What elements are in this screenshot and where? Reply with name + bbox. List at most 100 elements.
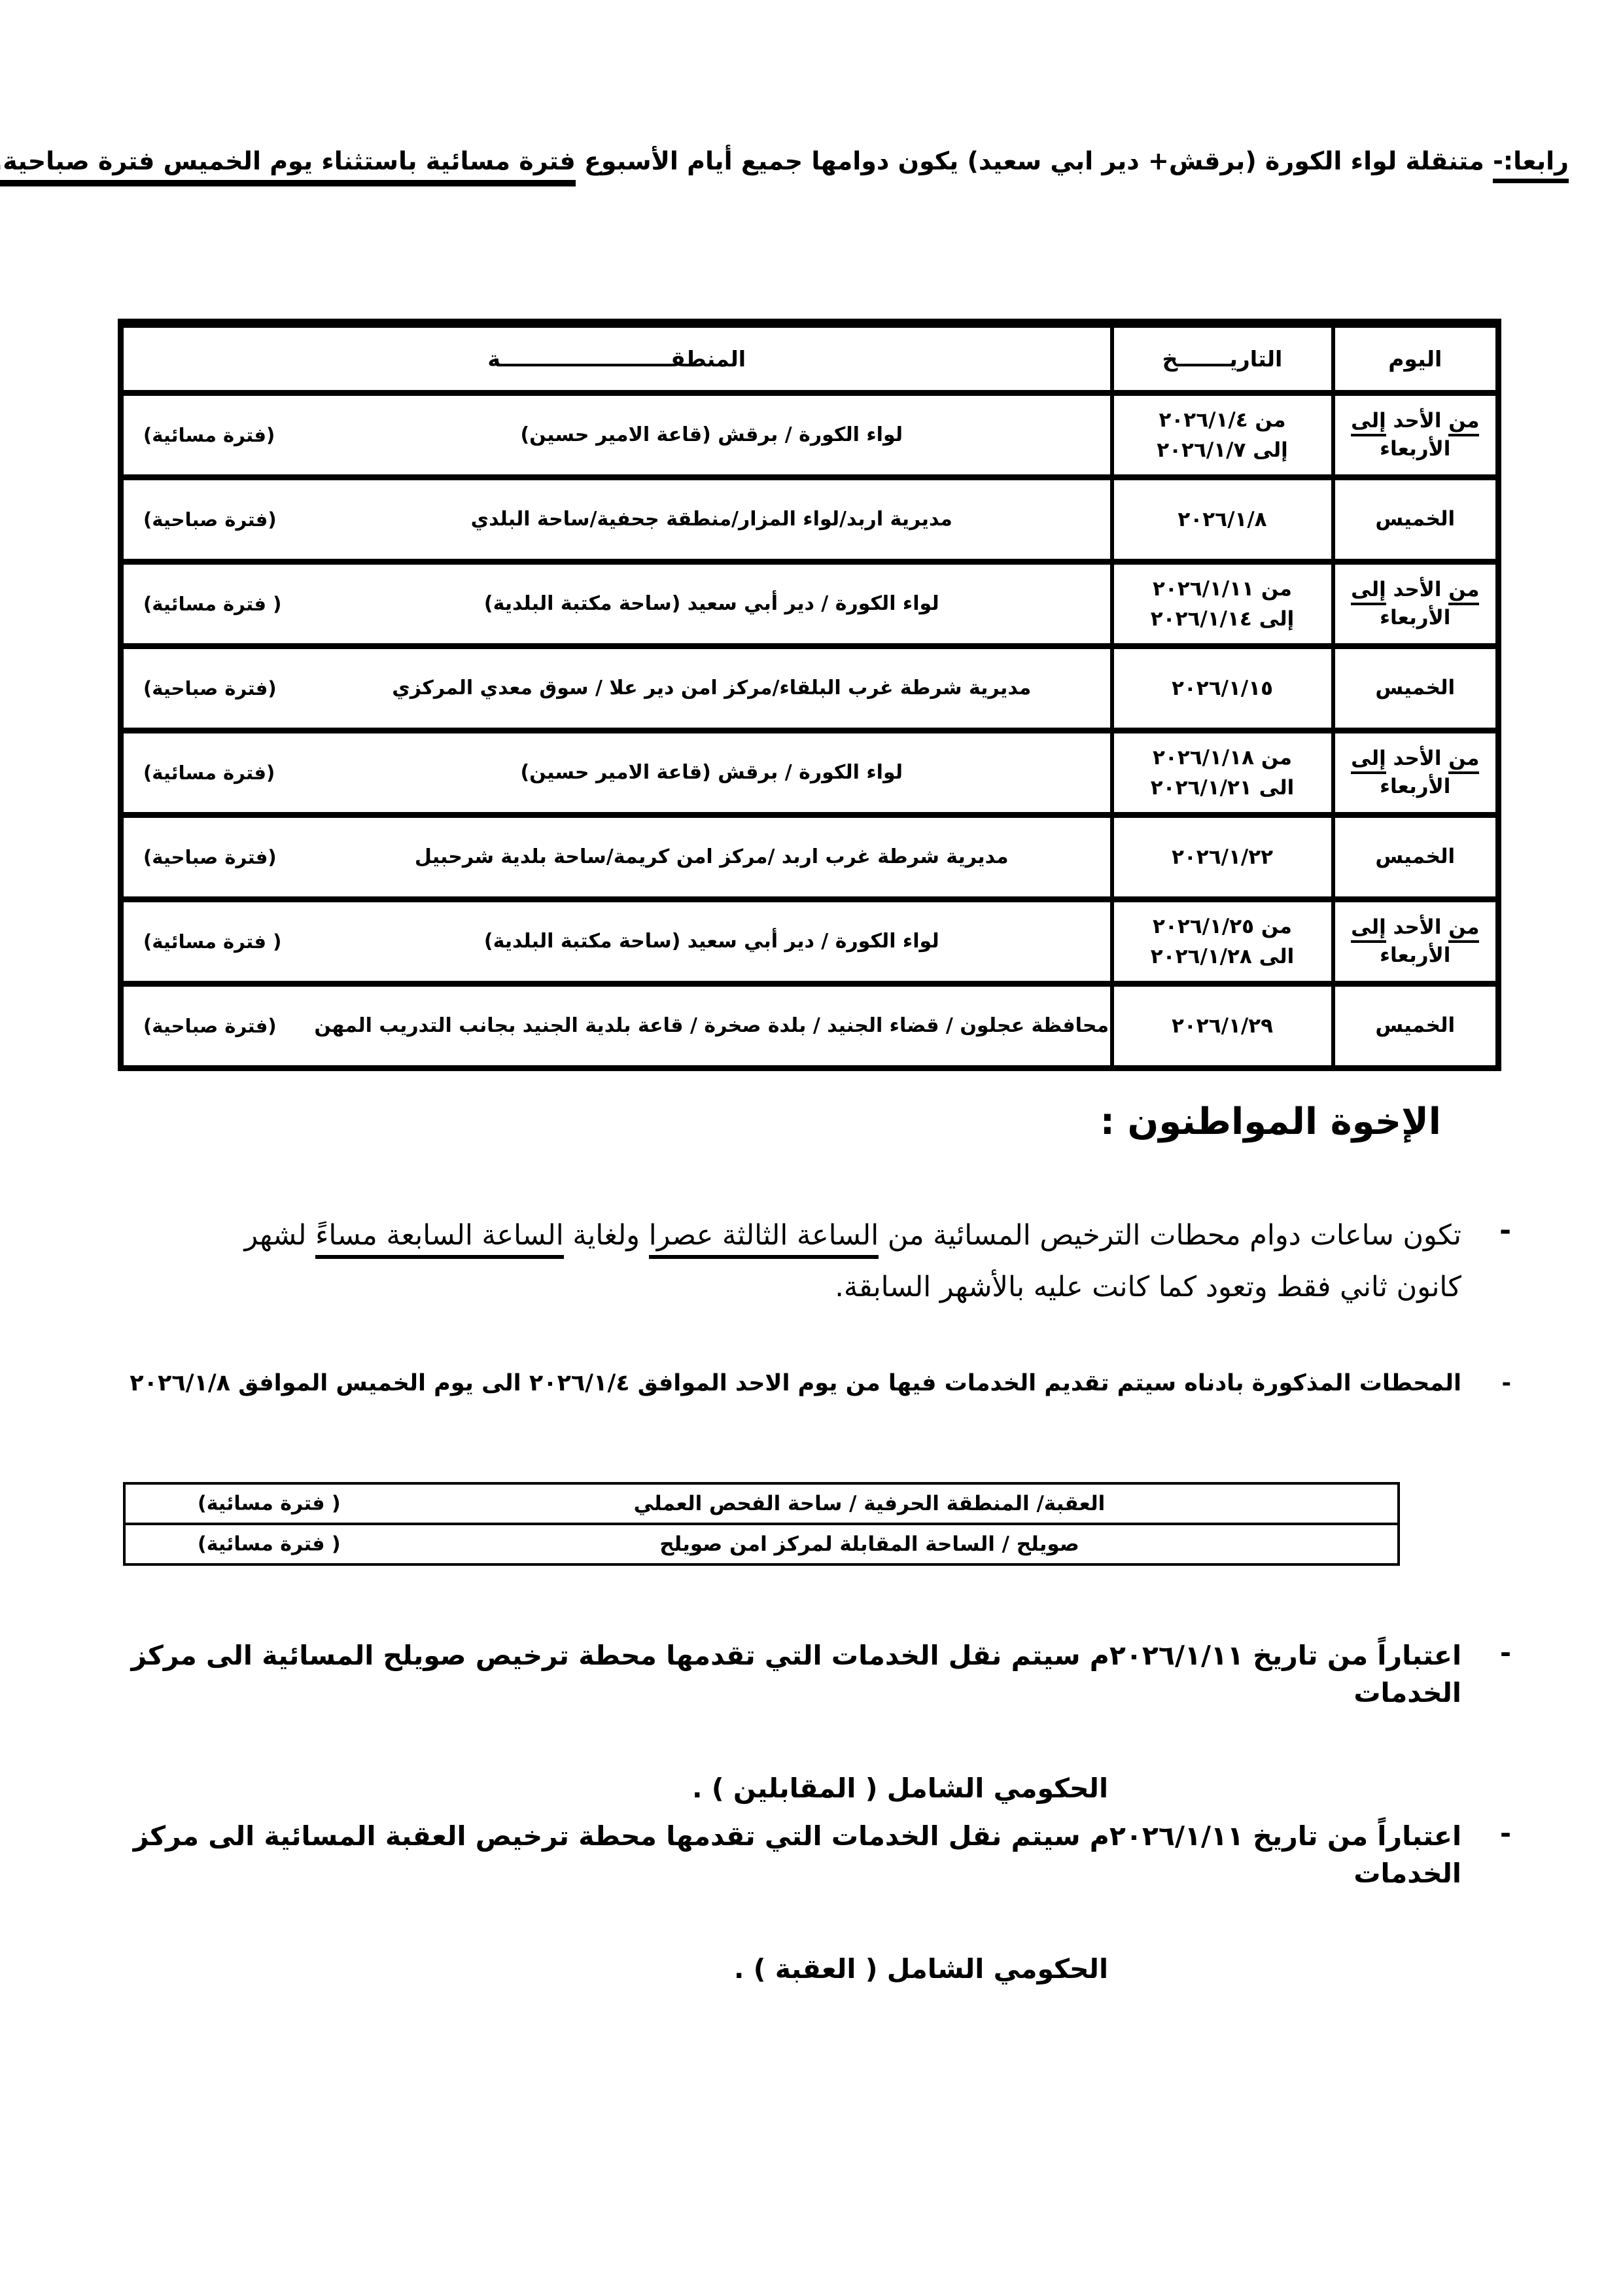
area-text: محافظة عجلون / قضاء الجنيد / بلدة صخرة /… bbox=[314, 1014, 1109, 1038]
heading-body: متنقلة لواء الكورة (برقش+ دير ابي سعيد) … bbox=[575, 147, 1493, 175]
area-cell: مديرية شرطة غرب اربد /مركز امن كريمة/ساح… bbox=[118, 812, 1114, 902]
area-text: لواء الكورة / برقش (قاعة الامير حسين) bbox=[520, 423, 903, 447]
day-to-word: إلى bbox=[1351, 408, 1386, 436]
period-label: ( فترة مسائية) bbox=[143, 593, 282, 615]
date-to: إلى ٢٠٢٦/١/٧ bbox=[1157, 438, 1288, 462]
day-from: الأحد bbox=[1393, 577, 1442, 601]
date-from: من ٢٠٢٦/١/٤ bbox=[1159, 408, 1286, 432]
day-from: الأحد bbox=[1393, 915, 1442, 939]
day-from: الأحد bbox=[1393, 746, 1442, 770]
bullet-text: تكون ساعات دوام محطات الترخيص المسائية م… bbox=[879, 1219, 1461, 1252]
dash-marker: - bbox=[1501, 1370, 1511, 1396]
header-day: اليوم bbox=[1331, 320, 1501, 396]
period-label: (فترة صباحية) bbox=[143, 1015, 277, 1037]
date-cell: ٢٠٢٦/١/٨ bbox=[1109, 474, 1335, 565]
citizens-heading: الإخوة المواطنون : bbox=[1100, 1101, 1441, 1143]
date-cell: ٢٠٢٦/١/٢٩ bbox=[1109, 981, 1335, 1071]
day-cell: الخميس bbox=[1331, 474, 1501, 565]
period-label: (فترة مسائية) bbox=[143, 762, 275, 784]
area-cell: لواء الكورة / برقش (قاعة الامير حسين) (ف… bbox=[118, 390, 1114, 480]
underlined-time-start: الساعة الثالثة عصرا bbox=[648, 1219, 879, 1259]
bullet-line: اعتباراً من تاريخ ٢٠٢٦/١/١١م سيتم نقل ال… bbox=[131, 1640, 1462, 1709]
day-cell: من الأحد إلى الأربعاء bbox=[1331, 728, 1501, 818]
day-to-word: إلى bbox=[1351, 577, 1386, 605]
table-row: الخميس ٢٠٢٦/١/١٥ مديرية شرطة غرب البلقاء… bbox=[118, 643, 1501, 733]
table-row: العقبة/ المنطقة الحرفية / ساحة الفحص الع… bbox=[123, 1482, 1400, 1525]
area-cell: لواء الكورة / برقش (قاعة الامير حسين) (ف… bbox=[118, 728, 1114, 818]
notice-cell: العقبة/ المنطقة الحرفية / ساحة الفحص الع… bbox=[123, 1482, 1400, 1525]
day-cell: الخميس bbox=[1331, 812, 1501, 902]
day-to-word: إلى bbox=[1351, 915, 1386, 943]
bullet-line: المحطات المذكورة بادناه سيتم تقديم الخدم… bbox=[130, 1370, 1461, 1396]
period-label: ( فترة مسائية) bbox=[198, 1532, 341, 1556]
area-cell: مديرية اربد/لواء المزار/منطقة جحفية/ساحة… bbox=[118, 474, 1114, 565]
date-from: من ٢٠٢٦/١/١١ bbox=[1153, 576, 1292, 601]
area-text: لواء الكورة / برقش (قاعة الامير حسين) bbox=[520, 761, 903, 785]
day-cell: الخميس bbox=[1331, 643, 1501, 733]
day-cell: الخميس bbox=[1331, 981, 1501, 1071]
area-text: لواء الكورة / دير أبي سعيد (ساحة مكتبة ا… bbox=[483, 592, 939, 616]
date-from: من ٢٠٢٦/١/٢٥ bbox=[1153, 914, 1292, 938]
day-cell: من الأحد إلى الأربعاء bbox=[1331, 390, 1501, 480]
day-to: الأربعاء bbox=[1380, 606, 1451, 629]
period-label: (فترة صباحية) bbox=[143, 846, 277, 868]
dash-marker: - bbox=[1499, 1818, 1511, 1849]
table-row: الخميس ٢٠٢٦/١/٨ مديرية اربد/لواء المزار/… bbox=[118, 474, 1501, 565]
bullet-text: ولغاية bbox=[563, 1219, 649, 1252]
heading-label: رابعا:- bbox=[1493, 147, 1569, 183]
area-text: مديرية اربد/لواء المزار/منطقة جحفية/ساحة… bbox=[470, 508, 952, 531]
area-text: مديرية شرطة غرب البلقاء/مركز امن دير علا… bbox=[392, 677, 1032, 700]
schedule-table: اليوم التاريـــــــخ المنطقـــــــــــــ… bbox=[118, 319, 1501, 1071]
period-label: ( فترة مسائية) bbox=[143, 930, 282, 953]
date-cell: من ٢٠٢٦/١/٢٥ الى ٢٠٢٦/١/٢٨ bbox=[1109, 896, 1335, 987]
bullet-line: الحكومي الشامل ( العقبة ) . bbox=[733, 1952, 1108, 1985]
day-from-word: من bbox=[1448, 746, 1480, 774]
area-text: مديرية شرطة غرب اربد /مركز امن كريمة/ساح… bbox=[414, 845, 1009, 869]
day-cell: من الأحد إلى الأربعاء bbox=[1331, 559, 1501, 649]
table-row: الخميس ٢٠٢٦/١/٢٩ محافظة عجلون / قضاء الج… bbox=[118, 981, 1501, 1071]
area-cell: محافظة عجلون / قضاء الجنيد / بلدة صخرة /… bbox=[118, 981, 1114, 1071]
header-area: المنطقـــــــــــــــــــــــة bbox=[118, 320, 1114, 396]
bullet-stations-notice: - المحطات المذكورة بادناه سيتم تقديم الخ… bbox=[36, 1370, 1511, 1396]
day-from-word: من bbox=[1448, 915, 1480, 943]
day-to: الأربعاء bbox=[1380, 437, 1451, 461]
day-to: الأربعاء bbox=[1380, 775, 1451, 798]
area-text: لواء الكورة / دير أبي سعيد (ساحة مكتبة ا… bbox=[483, 930, 939, 953]
bullet-aqaba-transfer: - اعتباراً من تاريخ ٢٠٢٦/١/١١م سيتم نقل … bbox=[36, 1818, 1511, 1988]
bullet-line: الحكومي الشامل ( المقابلين ) . bbox=[692, 1772, 1108, 1804]
bullet-working-hours: - تكون ساعات دوام محطات الترخيص المسائية… bbox=[36, 1214, 1511, 1308]
bullet-line: اعتباراً من تاريخ ٢٠٢٦/١/١١م سيتم نقل ال… bbox=[133, 1820, 1461, 1890]
area-cell: لواء الكورة / دير أبي سعيد (ساحة مكتبة ا… bbox=[118, 559, 1114, 649]
day-to-word: إلى bbox=[1351, 746, 1386, 774]
date-to: الى ٢٠٢٦/١/٢٨ bbox=[1150, 945, 1295, 968]
day-to: الأربعاء bbox=[1380, 944, 1451, 967]
date-to: الى ٢٠٢٦/١/٢١ bbox=[1150, 776, 1295, 800]
bullet-line: كانون ثاني فقط وتعود كما كانت عليه بالأش… bbox=[835, 1270, 1461, 1303]
day-from-word: من bbox=[1448, 408, 1480, 436]
period-label: (فترة صباحية) bbox=[143, 677, 277, 699]
heading-emphasis: فترة مسائية باستثناء يوم الخميس فترة صبا… bbox=[0, 147, 576, 186]
period-label: (فترة صباحية) bbox=[143, 508, 277, 531]
notice-cell: صويلح / الساحة المقابلة لمركز امن صويلح … bbox=[123, 1523, 1400, 1566]
table-row: من الأحد إلى الأربعاء من ٢٠٢٦/١/٤ إلى ٢٠… bbox=[118, 390, 1501, 480]
area-cell: لواء الكورة / دير أبي سعيد (ساحة مكتبة ا… bbox=[118, 896, 1114, 987]
period-label: ( فترة مسائية) bbox=[198, 1492, 341, 1515]
bullet-line: تكون ساعات دوام محطات الترخيص المسائية م… bbox=[36, 1214, 1461, 1259]
notice-text: صويلح / الساحة المقابلة لمركز امن صويلح bbox=[659, 1532, 1079, 1556]
table-row: من الأحد إلى الأربعاء من ٢٠٢٦/١/٢٥ الى ٢… bbox=[118, 896, 1501, 987]
table-row: من الأحد إلى الأربعاء من ٢٠٢٦/١/١١ إلى ٢… bbox=[118, 559, 1501, 649]
day-cell: من الأحد إلى الأربعاء bbox=[1331, 896, 1501, 987]
notice-table: العقبة/ المنطقة الحرفية / ساحة الفحص الع… bbox=[123, 1482, 1400, 1566]
day-from-word: من bbox=[1448, 577, 1480, 605]
header-date: التاريـــــــخ bbox=[1109, 320, 1335, 396]
period-label: (فترة مسائية) bbox=[143, 424, 275, 446]
table-row: الخميس ٢٠٢٦/١/٢٢ مديرية شرطة غرب اربد /م… bbox=[118, 812, 1501, 902]
table-row: من الأحد إلى الأربعاء من ٢٠٢٦/١/١٨ الى ٢… bbox=[118, 728, 1501, 818]
date-from: من ٢٠٢٦/١/١٨ bbox=[1153, 745, 1292, 769]
dash-marker: - bbox=[1499, 1637, 1511, 1669]
date-cell: من ٢٠٢٦/١/٤ إلى ٢٠٢٦/١/٧ bbox=[1109, 390, 1335, 480]
table-row: صويلح / الساحة المقابلة لمركز امن صويلح … bbox=[123, 1523, 1400, 1566]
table-header-row: اليوم التاريـــــــخ المنطقـــــــــــــ… bbox=[118, 320, 1501, 396]
bullet-text: لشهر bbox=[244, 1219, 316, 1252]
